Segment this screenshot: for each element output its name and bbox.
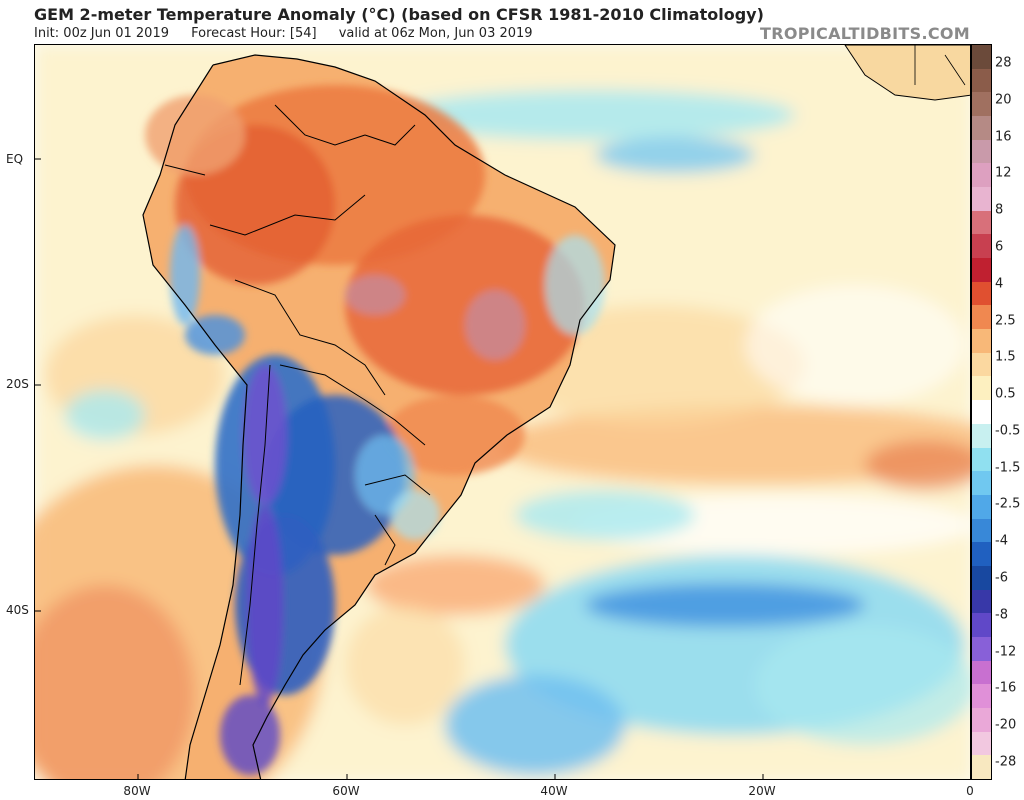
colorbar-swatch — [972, 116, 991, 141]
coastline — [142, 54, 616, 779]
colorbar-label: 16 — [995, 129, 1012, 145]
colorbar-swatch — [972, 471, 991, 496]
colorbar-swatch — [972, 92, 991, 117]
colorbar-swatch — [972, 45, 991, 70]
colorbar-label: 0.5 — [995, 386, 1016, 402]
colorbar-swatch — [972, 589, 991, 614]
anomaly-map-canvas — [35, 45, 970, 779]
africa-interior — [914, 45, 966, 86]
colorbar-label: -0.5 — [995, 423, 1021, 439]
lat-label-40s: 40S — [6, 603, 29, 617]
colorbar-label: -6 — [995, 570, 1008, 586]
lat-ticks — [35, 158, 41, 612]
colorbar-label: -8 — [995, 607, 1008, 623]
forecast-hour: Forecast Hour: [54] — [191, 26, 317, 41]
colorbar-swatch — [972, 329, 991, 354]
colorbar-swatch — [972, 139, 991, 164]
colorbar-label: 6 — [995, 239, 1004, 255]
country-borders — [164, 104, 431, 686]
colorbar-swatch — [972, 234, 991, 259]
colorbar-swatch — [972, 494, 991, 520]
colorbar-swatch — [972, 376, 991, 401]
colorbar-label: -20 — [995, 717, 1017, 733]
lat-label-20s: 20S — [6, 377, 29, 391]
valid-time: valid at 06z Mon, Jun 03 2019 — [338, 26, 533, 41]
lon-label-20w: 20W — [748, 784, 776, 798]
lat-label-eq: EQ — [6, 152, 24, 166]
colorbar-label: -16 — [995, 680, 1017, 696]
lon-label-60w: 60W — [332, 784, 360, 798]
site-brand: TROPICALTIDBITS.COM — [760, 24, 970, 43]
colorbar-label: -1.5 — [995, 460, 1021, 476]
lon-label-0: 0 — [966, 784, 974, 798]
colorbar-label: 28 — [995, 55, 1012, 71]
colorbar-swatch — [972, 352, 991, 377]
colorbar-swatch — [972, 565, 991, 591]
colorbar-swatch — [972, 305, 991, 330]
colorbar-swatch — [972, 423, 991, 448]
colorbar-label: -12 — [995, 644, 1017, 660]
ocean-anomaly-field — [35, 45, 970, 779]
colorbar-label: 8 — [995, 202, 1004, 218]
colorbar-label: 12 — [995, 165, 1012, 181]
colorbar — [971, 44, 992, 780]
colorbar-swatch — [972, 447, 991, 472]
colorbar-swatch — [972, 707, 991, 733]
colorbar-swatch — [972, 518, 991, 543]
colorbar-swatch — [972, 755, 991, 780]
colorbar-swatch — [972, 258, 991, 283]
anomaly-map[interactable] — [34, 44, 971, 780]
colorbar-label: 1.5 — [995, 349, 1016, 365]
colorbar-swatch — [972, 684, 991, 709]
colorbar-swatch — [972, 163, 991, 188]
colorbar-swatch — [972, 187, 991, 212]
colorbar-label: -28 — [995, 754, 1017, 770]
colorbar-swatch — [972, 660, 991, 685]
colorbar-swatch — [972, 281, 991, 306]
map-subtitle: Init: 00z Jun 01 2019 Forecast Hour: [54… — [34, 26, 551, 41]
colorbar-swatch — [972, 542, 991, 567]
colorbar-label: 4 — [995, 276, 1004, 292]
colorbar-label: -4 — [995, 533, 1008, 549]
colorbar-swatch — [972, 68, 991, 93]
lon-label-40w: 40W — [540, 784, 568, 798]
init-time: Init: 00z Jun 01 2019 — [34, 26, 169, 41]
lon-ticks — [137, 774, 764, 779]
map-title: GEM 2-meter Temperature Anomaly (°C) (ba… — [34, 5, 764, 24]
colorbar-swatch — [972, 731, 991, 756]
colorbar-label: -2.5 — [995, 496, 1021, 512]
colorbar-label: 2.5 — [995, 313, 1016, 329]
colorbar-swatch — [972, 210, 991, 235]
africa-coast — [844, 45, 970, 101]
land-anomaly-field — [145, 85, 605, 775]
colorbar-swatch — [972, 636, 991, 662]
colorbar-swatch — [972, 400, 991, 425]
lon-label-80w: 80W — [123, 784, 151, 798]
colorbar-swatch — [972, 613, 991, 638]
colorbar-label: 20 — [995, 92, 1012, 108]
